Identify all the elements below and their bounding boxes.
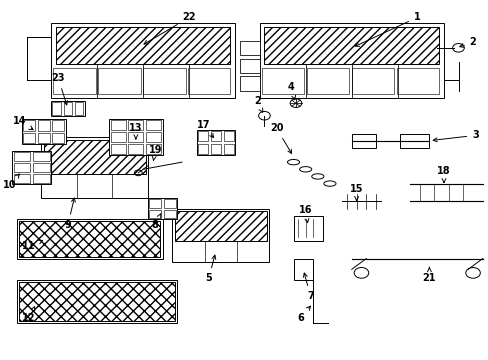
Bar bbox=[293, 258, 312, 280]
Bar bbox=[210, 144, 221, 154]
Bar bbox=[198, 144, 207, 154]
Bar bbox=[262, 68, 304, 94]
Bar bbox=[56, 27, 230, 64]
Bar bbox=[146, 132, 161, 142]
Text: 17: 17 bbox=[197, 120, 213, 138]
Text: 23: 23 bbox=[51, 73, 67, 105]
Bar bbox=[51, 102, 85, 116]
Bar bbox=[396, 68, 438, 94]
Bar bbox=[163, 210, 175, 218]
Bar bbox=[224, 131, 233, 141]
Bar bbox=[128, 144, 143, 154]
Bar bbox=[196, 130, 235, 155]
Bar bbox=[17, 280, 177, 323]
Bar bbox=[351, 134, 375, 148]
Bar bbox=[149, 199, 161, 207]
Text: 11: 11 bbox=[22, 240, 42, 251]
Bar bbox=[264, 27, 438, 64]
Bar bbox=[143, 68, 185, 94]
Bar bbox=[23, 120, 35, 131]
Bar bbox=[52, 103, 61, 114]
Bar bbox=[351, 68, 393, 94]
Bar bbox=[38, 133, 49, 143]
Bar bbox=[149, 210, 161, 218]
Bar bbox=[172, 208, 269, 262]
Bar bbox=[75, 103, 83, 114]
Bar bbox=[38, 120, 49, 131]
Bar bbox=[110, 144, 125, 154]
Bar bbox=[146, 144, 161, 154]
Text: 19: 19 bbox=[148, 145, 162, 161]
Bar bbox=[14, 153, 30, 161]
Bar bbox=[33, 163, 49, 172]
Bar bbox=[33, 153, 49, 161]
Bar bbox=[51, 23, 235, 98]
Bar bbox=[128, 132, 143, 142]
Bar bbox=[27, 37, 51, 80]
Bar bbox=[110, 120, 125, 130]
Text: 18: 18 bbox=[436, 166, 450, 183]
Bar bbox=[14, 174, 30, 183]
Text: 14: 14 bbox=[13, 116, 33, 130]
Bar bbox=[17, 219, 162, 258]
Bar bbox=[41, 137, 148, 198]
Bar bbox=[259, 23, 443, 98]
Bar bbox=[23, 133, 35, 143]
Text: 4: 4 bbox=[287, 82, 295, 99]
Bar bbox=[188, 68, 230, 94]
Bar bbox=[20, 282, 174, 321]
Text: 7: 7 bbox=[303, 273, 313, 301]
Text: 22: 22 bbox=[144, 13, 196, 44]
Text: 6: 6 bbox=[297, 306, 310, 323]
Bar bbox=[163, 199, 175, 207]
Text: 5: 5 bbox=[205, 255, 215, 283]
Bar bbox=[240, 59, 259, 73]
Text: 12: 12 bbox=[22, 307, 36, 323]
Bar bbox=[240, 41, 259, 55]
Text: 2: 2 bbox=[253, 96, 262, 112]
Bar bbox=[293, 216, 322, 241]
Text: 21: 21 bbox=[422, 267, 435, 283]
Text: 20: 20 bbox=[269, 123, 291, 153]
Bar bbox=[98, 68, 141, 94]
Bar bbox=[109, 119, 162, 155]
Text: 8: 8 bbox=[152, 214, 161, 230]
Bar bbox=[148, 198, 177, 219]
Text: 2: 2 bbox=[459, 37, 475, 48]
Bar bbox=[146, 120, 161, 130]
Bar bbox=[63, 103, 72, 114]
Bar bbox=[12, 152, 51, 184]
Bar bbox=[306, 68, 348, 94]
Bar bbox=[198, 131, 207, 141]
Text: 16: 16 bbox=[298, 205, 312, 222]
Bar bbox=[20, 221, 160, 257]
Bar bbox=[52, 133, 64, 143]
Text: 15: 15 bbox=[349, 184, 363, 201]
Bar bbox=[14, 163, 30, 172]
Bar bbox=[400, 134, 428, 148]
Text: 10: 10 bbox=[3, 174, 20, 190]
Bar bbox=[110, 132, 125, 142]
Bar bbox=[52, 120, 64, 131]
Text: 13: 13 bbox=[129, 123, 142, 139]
Bar bbox=[43, 140, 145, 174]
Text: 9: 9 bbox=[64, 198, 75, 230]
Bar bbox=[128, 120, 143, 130]
Bar bbox=[33, 174, 49, 183]
Text: 1: 1 bbox=[355, 13, 420, 46]
Text: 3: 3 bbox=[432, 130, 478, 142]
Bar bbox=[174, 211, 266, 241]
Bar bbox=[224, 144, 233, 154]
Bar bbox=[210, 131, 221, 141]
Bar bbox=[240, 76, 259, 91]
Bar bbox=[53, 68, 96, 94]
Bar bbox=[22, 119, 65, 144]
